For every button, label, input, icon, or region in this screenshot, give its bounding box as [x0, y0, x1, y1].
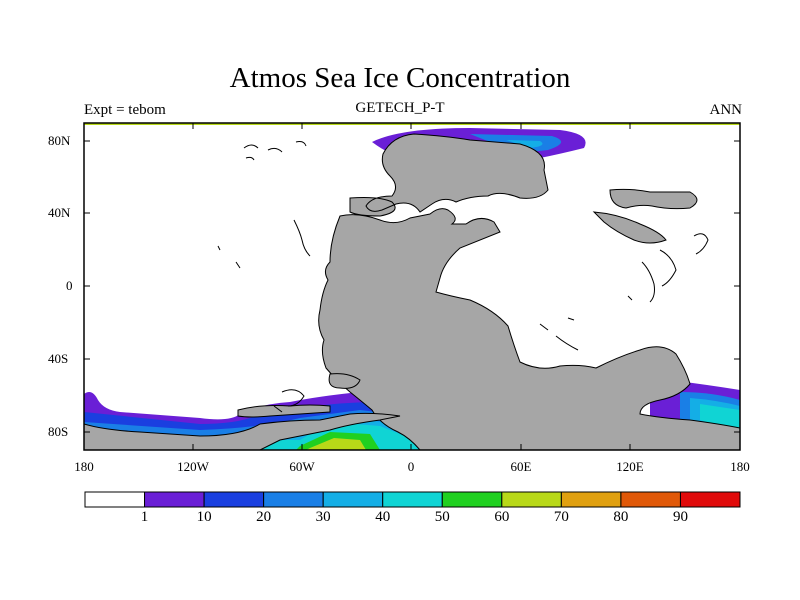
coastline-islands — [217, 141, 709, 413]
colorbar-box-7 — [501, 491, 562, 508]
colorbar-box-3 — [263, 491, 324, 508]
lat-label-40n: 40N — [48, 205, 71, 220]
colorbar-box-10 — [679, 491, 741, 508]
colorbar-label-1: 1 — [140, 509, 149, 525]
land-south-west — [84, 412, 401, 450]
colorbar-label-30: 30 — [315, 509, 331, 525]
lat-ticks — [84, 140, 740, 433]
land-island-east-2 — [592, 211, 667, 244]
lon-label-60e: 60E — [510, 459, 532, 474]
lon-label-60w: 60W — [289, 459, 315, 474]
lon-label-180w: 180 — [74, 459, 94, 474]
sea-ice-north-edge — [84, 123, 740, 125]
model-label: GETECH_P-T — [355, 100, 445, 116]
colorbar-label-40: 40 — [375, 509, 391, 525]
season-label: ANN — [709, 102, 743, 118]
land-island-east — [609, 188, 698, 210]
colorbar-label-70: 70 — [553, 509, 569, 525]
map-area — [84, 123, 740, 450]
land-pangaea — [318, 133, 740, 450]
colorbar-box-2 — [203, 491, 265, 508]
colorbar-box-9 — [620, 491, 681, 508]
colorbar-label-90: 90 — [672, 509, 688, 525]
lon-label-120w: 120W — [177, 459, 209, 474]
lon-label-180e: 180 — [730, 459, 750, 474]
colorbar-label-10: 10 — [196, 509, 212, 525]
lon-label-0: 0 — [407, 459, 415, 474]
land-island-south — [328, 373, 361, 389]
colorbar-box-0 — [84, 491, 146, 508]
colorbar-box-6 — [441, 491, 503, 508]
lat-label-80s: 80S — [48, 424, 69, 439]
colorbar-box-4 — [322, 491, 384, 508]
colorbar-box-1 — [144, 491, 205, 508]
colorbar-label-50: 50 — [434, 509, 450, 525]
colorbar-label-80: 80 — [613, 509, 629, 525]
colorbar-label-60: 60 — [494, 509, 510, 525]
colorbar-box-8 — [560, 491, 622, 508]
map-title: Atmos Sea Ice Concentration — [229, 62, 571, 94]
colorbar-box-5 — [382, 491, 443, 508]
land-south-strip — [237, 404, 331, 418]
lat-label-80n: 80N — [48, 133, 71, 148]
lon-label-120e: 120E — [616, 459, 644, 474]
experiment-label: Expt = tebom — [84, 102, 166, 118]
lat-label-eq: 0 — [66, 278, 73, 293]
colorbar — [84, 491, 741, 508]
lat-label-40s: 40S — [48, 351, 69, 366]
colorbar-label-20: 20 — [256, 509, 272, 525]
lon-ticks — [192, 123, 631, 450]
